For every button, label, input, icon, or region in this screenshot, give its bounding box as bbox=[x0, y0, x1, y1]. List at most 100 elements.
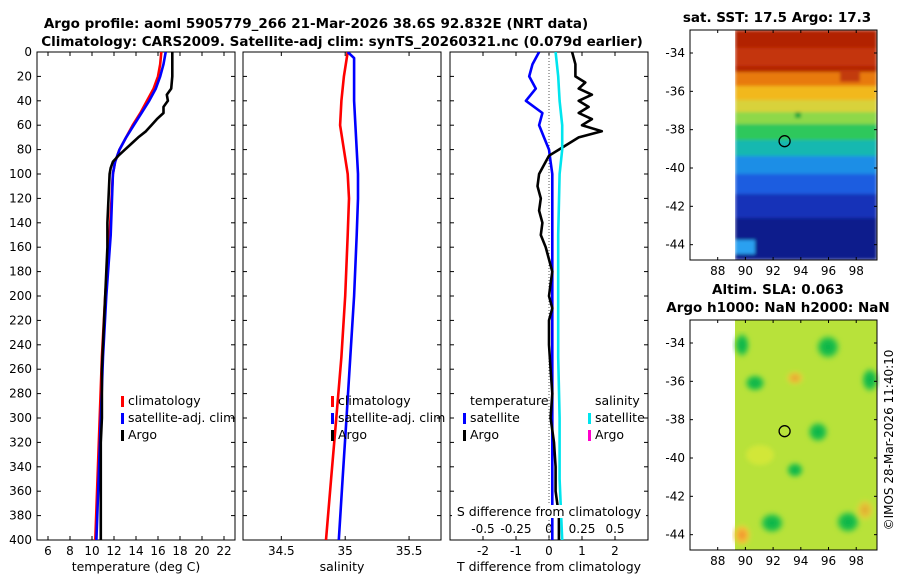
depth-tick-label: 400 bbox=[9, 533, 32, 547]
temperature-axes-box bbox=[36, 51, 236, 541]
depth-tick-label: 320 bbox=[9, 435, 32, 449]
lat-tick-label: -38 bbox=[665, 413, 685, 427]
difference-x2-label: S difference from climatology bbox=[457, 504, 642, 519]
depth-tick-label: 40 bbox=[17, 94, 32, 108]
lat-tick-label: -34 bbox=[665, 46, 685, 60]
x-tick-label: 16 bbox=[150, 544, 165, 558]
salinity-x-axis: 34.5 35 35.5 bbox=[268, 52, 422, 558]
series-line-salinity-satellite bbox=[554, 52, 564, 540]
salinity-depth-ticks bbox=[243, 51, 441, 541]
lon-tick-label: 96 bbox=[821, 554, 836, 568]
legend-argo: Argo bbox=[128, 427, 157, 442]
x-tick-label: 22 bbox=[216, 544, 231, 558]
x-tick-label: -0.5 bbox=[471, 522, 494, 536]
salinity-axes-box bbox=[242, 51, 442, 541]
lon-tick-label: 94 bbox=[793, 264, 808, 278]
legend-swatch-t-argo bbox=[463, 430, 466, 441]
temperature-legend: climatology satellite-adj. clim Argo bbox=[121, 393, 235, 442]
lat-tick-label: -44 bbox=[665, 528, 685, 542]
lat-tick-label: -42 bbox=[665, 489, 685, 503]
x-tick-label: 14 bbox=[128, 544, 143, 558]
legend-swatch-t-satellite bbox=[463, 413, 466, 424]
legend-t-satellite: satellite bbox=[470, 410, 520, 425]
x-tick-label: -1 bbox=[510, 544, 522, 558]
sla-field bbox=[732, 320, 880, 550]
depth-tick-label: 300 bbox=[9, 411, 32, 425]
series-line-temperature-argo bbox=[536, 52, 604, 540]
argo-location-marker bbox=[778, 425, 791, 438]
sst-map-frame bbox=[689, 29, 878, 261]
lat-tick-label: -34 bbox=[665, 336, 685, 350]
depth-tick-label: 220 bbox=[9, 313, 32, 327]
difference-depth-ticks bbox=[450, 51, 648, 541]
legend-swatch-s-satellite bbox=[588, 413, 591, 424]
depth-tick-label: 280 bbox=[9, 387, 32, 401]
difference-legend-temperature: temperature satellite Argo bbox=[463, 393, 549, 442]
header-line-2: Climatology: CARS2009. Satellite-adj cli… bbox=[41, 34, 643, 50]
legend-swatch-argo bbox=[331, 430, 334, 441]
lon-tick-label: 88 bbox=[710, 554, 725, 568]
temperature-panel: 0 20 40 60 80 100 120 140 160 180 200 220 240 260 280 3… bbox=[9, 45, 236, 574]
difference-x-label: T difference from climatology bbox=[456, 559, 642, 574]
salinity-lines bbox=[324, 52, 360, 540]
s-axis-label-bg bbox=[452, 505, 646, 518]
sla-map-title-2: Argo h1000: NaN h2000: NaN bbox=[666, 300, 889, 316]
lon-tick-label: 98 bbox=[849, 264, 864, 278]
x-tick-label: -2 bbox=[477, 544, 489, 558]
salinity-x-label: salinity bbox=[320, 559, 365, 574]
series-line-satellite-adj-clim bbox=[337, 52, 360, 540]
x-tick-label: 10 bbox=[84, 544, 99, 558]
legend-swatch-satellite-adj bbox=[331, 413, 334, 424]
x-tick-label: 0 bbox=[545, 544, 553, 558]
lat-tick-label: -36 bbox=[665, 84, 685, 98]
watermark: ©IMOS 28-Mar-2026 11:40:10 bbox=[882, 350, 896, 531]
depth-tick-label: 140 bbox=[9, 216, 32, 230]
legend-satellite-adj: satellite-adj. clim bbox=[128, 410, 235, 425]
sla-map-frame bbox=[689, 319, 878, 551]
legend-t-argo: Argo bbox=[470, 427, 499, 442]
x-tick-label: 35.5 bbox=[396, 544, 423, 558]
legend-swatch-climatology bbox=[121, 396, 124, 407]
x-tick-label: -0.25 bbox=[500, 522, 531, 536]
lon-tick-label: 96 bbox=[821, 264, 836, 278]
header-line-1: Argo profile: aoml 5905779_266 21-Mar-20… bbox=[44, 16, 588, 32]
depth-tick-label: 360 bbox=[9, 484, 32, 498]
lon-tick-label: 98 bbox=[849, 554, 864, 568]
legend-climatology: climatology bbox=[338, 393, 411, 408]
depth-tick-label: 340 bbox=[9, 460, 32, 474]
legend-swatch-satellite-adj bbox=[121, 413, 124, 424]
series-line-climatology bbox=[324, 52, 351, 540]
temperature-depth-axis: 0 20 40 60 80 100 120 140 160 180 200 220 240 260 280 3… bbox=[9, 45, 235, 547]
lat-tick-label: -42 bbox=[665, 199, 685, 213]
legend-climatology: climatology bbox=[128, 393, 201, 408]
legend-s-argo: Argo bbox=[595, 427, 624, 442]
sst-map: sat. SST: 17.5 Argo: 17.3 88 90 92 94 96 98 -3… bbox=[665, 10, 878, 278]
depth-tick-label: 200 bbox=[9, 289, 32, 303]
depth-tick-label: 120 bbox=[9, 191, 32, 205]
difference-legend-salinity: salinity satellite Argo bbox=[588, 393, 645, 442]
salinity-legend: climatology satellite-adj. clim Argo bbox=[331, 393, 445, 442]
legend-swatch-s-argo bbox=[588, 430, 591, 441]
series-line-argo bbox=[99, 52, 174, 540]
legend-s-satellite: satellite bbox=[595, 410, 645, 425]
depth-tick-label: 80 bbox=[17, 143, 32, 157]
temperature-x-axis: 6 8 10 12 14 16 18 20 22 bbox=[44, 52, 232, 558]
x-tick-label: 12 bbox=[106, 544, 121, 558]
depth-tick-label: 180 bbox=[9, 265, 32, 279]
sst-map-title: sat. SST: 17.5 Argo: 17.3 bbox=[683, 10, 871, 26]
x-tick-label: 34.5 bbox=[268, 544, 295, 558]
x-tick-label: 2 bbox=[611, 544, 619, 558]
lon-tick-label: 90 bbox=[738, 554, 753, 568]
lat-tick-label: -36 bbox=[665, 374, 685, 388]
x-tick-label: 0.5 bbox=[605, 522, 624, 536]
x-tick-label: 35 bbox=[338, 544, 353, 558]
depth-tick-label: 100 bbox=[9, 167, 32, 181]
x-tick-label: 1 bbox=[578, 544, 586, 558]
argo-location-marker bbox=[778, 135, 791, 148]
x-tick-label: 0.25 bbox=[569, 522, 596, 536]
lon-tick-label: 94 bbox=[793, 554, 808, 568]
lon-tick-label: 90 bbox=[738, 264, 753, 278]
lat-tick-label: -38 bbox=[665, 123, 685, 137]
temperature-lines bbox=[94, 52, 174, 540]
